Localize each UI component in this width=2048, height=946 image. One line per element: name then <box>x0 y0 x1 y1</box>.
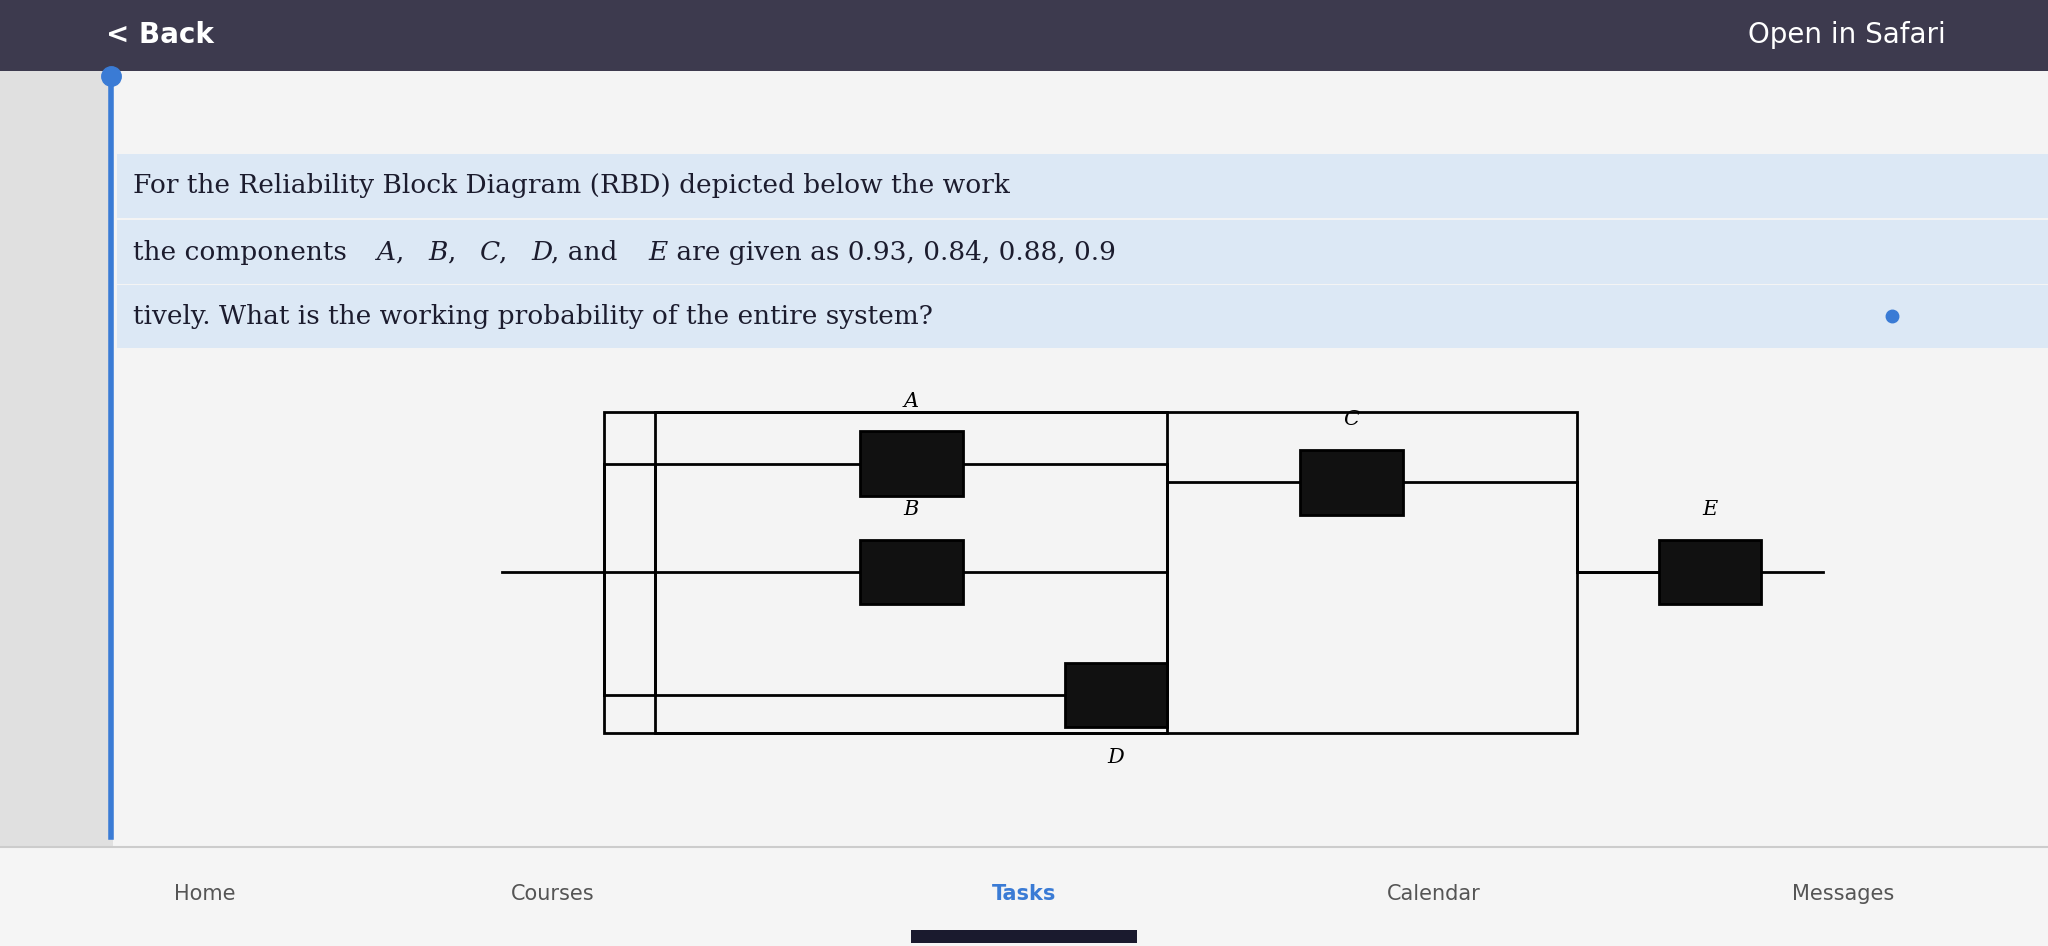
Text: E: E <box>649 239 668 265</box>
Bar <box>1300 450 1403 515</box>
Text: ,: , <box>395 239 412 265</box>
Bar <box>860 540 963 604</box>
Text: Calendar: Calendar <box>1386 885 1481 904</box>
Text: C: C <box>1343 411 1360 429</box>
Text: , and: , and <box>551 239 627 265</box>
Text: A: A <box>377 239 395 265</box>
Text: Home: Home <box>174 885 236 904</box>
FancyBboxPatch shape <box>117 220 2048 284</box>
Text: ,: , <box>500 239 516 265</box>
FancyBboxPatch shape <box>0 0 2048 71</box>
FancyBboxPatch shape <box>0 71 113 847</box>
Text: the components: the components <box>133 239 356 265</box>
Bar <box>1065 663 1167 727</box>
Text: For the Reliability Block Diagram (RBD) depicted below the work: For the Reliability Block Diagram (RBD) … <box>133 173 1010 199</box>
Text: ,: , <box>449 239 465 265</box>
Bar <box>604 412 1577 733</box>
Text: tively. What is the working probability of the entire system?: tively. What is the working probability … <box>133 304 934 329</box>
Text: C: C <box>479 239 500 265</box>
Text: < Back: < Back <box>106 22 215 49</box>
Bar <box>1659 540 1761 604</box>
FancyBboxPatch shape <box>117 154 2048 218</box>
Text: B: B <box>903 500 920 519</box>
Text: A: A <box>903 392 920 411</box>
FancyBboxPatch shape <box>0 847 2048 946</box>
Text: Messages: Messages <box>1792 885 1894 904</box>
Text: B: B <box>428 239 449 265</box>
Text: are given as 0.93, 0.84, 0.88, 0.9: are given as 0.93, 0.84, 0.88, 0.9 <box>668 239 1116 265</box>
Bar <box>860 431 963 496</box>
FancyBboxPatch shape <box>911 930 1137 943</box>
Text: Courses: Courses <box>512 885 594 904</box>
Text: D: D <box>532 239 553 265</box>
FancyBboxPatch shape <box>117 285 2048 348</box>
FancyBboxPatch shape <box>0 71 2048 847</box>
Text: D: D <box>1108 748 1124 767</box>
Text: Tasks: Tasks <box>991 885 1057 904</box>
Bar <box>655 412 1167 733</box>
Text: E: E <box>1702 500 1718 519</box>
Text: Open in Safari: Open in Safari <box>1747 22 1946 49</box>
